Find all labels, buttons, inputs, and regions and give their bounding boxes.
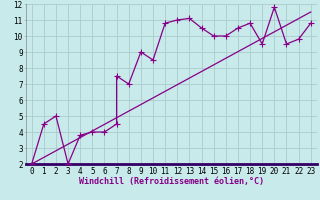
X-axis label: Windchill (Refroidissement éolien,°C): Windchill (Refroidissement éolien,°C) — [79, 177, 264, 186]
